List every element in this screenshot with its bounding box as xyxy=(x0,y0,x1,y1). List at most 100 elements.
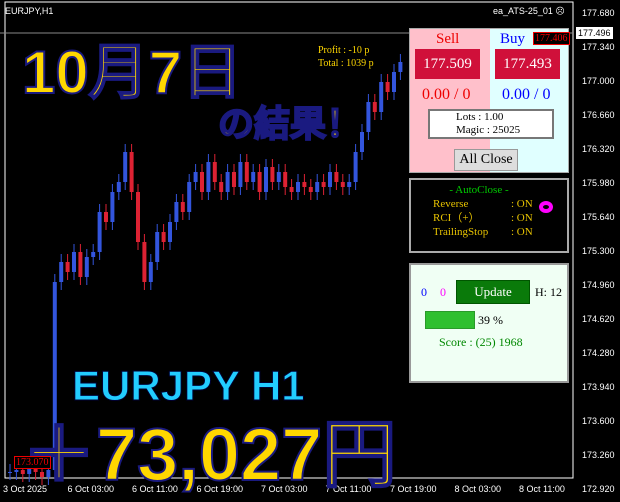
candle xyxy=(264,167,268,192)
buy-count: 0.00 / 0 xyxy=(502,86,551,103)
candle xyxy=(20,470,25,474)
candle xyxy=(97,212,102,252)
candle xyxy=(136,192,140,242)
buy-label: Buy xyxy=(500,31,526,47)
score-text: Score : (25) 1968 xyxy=(439,335,523,349)
all-close-button[interactable]: All Close xyxy=(454,149,518,171)
candle xyxy=(328,172,332,187)
candle xyxy=(78,252,83,277)
candle xyxy=(379,82,384,112)
progress-label: 39 % xyxy=(478,313,503,327)
candle xyxy=(123,152,128,182)
candle xyxy=(40,472,44,477)
price-tick: 177.340 xyxy=(582,42,615,52)
candle xyxy=(161,232,166,242)
trade-panel: Sell Buy 177.509 177.493 0.00 / 0 0.00 /… xyxy=(409,28,569,173)
price-tick: 173.260 xyxy=(582,450,615,460)
candle xyxy=(27,467,32,474)
overlay-profit: ＋73,027円 xyxy=(21,412,397,497)
candle xyxy=(257,172,262,192)
candle xyxy=(84,257,89,277)
candle xyxy=(244,162,249,182)
autoclose-title: - AutoClose - xyxy=(449,184,509,196)
candle xyxy=(72,252,76,272)
price-tick: 174.620 xyxy=(582,314,615,324)
candle xyxy=(14,470,19,472)
sell-count: 0.00 / 0 xyxy=(422,86,471,103)
candle xyxy=(219,182,224,192)
price-tick: 176.660 xyxy=(582,110,615,120)
candle xyxy=(398,62,403,72)
update-button[interactable]: Update xyxy=(456,280,530,304)
price-tick: 175.300 xyxy=(582,246,615,256)
price-tick: 176.320 xyxy=(582,144,615,154)
autoclose-panel: - AutoClose - Reverse: ON RCI（+）: ON Trail… xyxy=(409,178,569,253)
sell-label: Sell xyxy=(436,31,460,47)
autoclose-row: Reverse: ON xyxy=(433,198,533,210)
candle xyxy=(308,187,313,192)
candle xyxy=(334,172,339,182)
time-tick: 3 Oct 2025 xyxy=(3,484,48,494)
buy-button[interactable]: 177.493 xyxy=(495,49,560,79)
ea-name: ea_ATS-25_01 ☹ xyxy=(493,6,565,16)
score-panel: 0 0 Update H: 12 39 % Score : (25) 1968 xyxy=(409,263,569,383)
candle xyxy=(148,262,153,282)
candle xyxy=(174,202,179,222)
time-tick: 7 Oct 11:00 xyxy=(325,484,372,494)
price-tick: 174.960 xyxy=(582,280,615,290)
time-tick: 8 Oct 03:00 xyxy=(454,484,502,494)
price-tick: 172.920 xyxy=(582,484,615,494)
candle xyxy=(270,167,275,182)
candle xyxy=(8,472,12,473)
candle xyxy=(232,172,236,187)
price-tick: 173.600 xyxy=(582,416,615,426)
candle xyxy=(321,182,326,187)
price-tick: 177.000 xyxy=(582,76,615,86)
candle xyxy=(193,172,198,182)
current-price-label: 177.496 xyxy=(576,27,613,39)
status-indicator-icon xyxy=(539,201,553,213)
candle xyxy=(289,187,294,192)
time-tick: 7 Oct 19:00 xyxy=(390,484,437,494)
price-tick: 175.640 xyxy=(582,212,615,222)
candle xyxy=(129,152,134,192)
price-tick: 173.940 xyxy=(582,382,615,392)
candle xyxy=(302,182,307,187)
progress-bar xyxy=(425,311,475,329)
candle xyxy=(180,202,185,212)
time-tick: 6 Oct 03:00 xyxy=(67,484,115,494)
price-tick: 177.680 xyxy=(582,8,615,18)
candle xyxy=(116,182,121,192)
profit-text: Profit : -10 p Total : 1039 p xyxy=(318,45,374,69)
candle xyxy=(360,132,364,152)
h-value: H: 12 xyxy=(535,285,562,299)
candle xyxy=(353,152,358,182)
candle xyxy=(392,72,396,92)
high-price-label: 177.406 xyxy=(533,32,570,45)
sad-face-icon: ☹ xyxy=(555,6,565,16)
candle xyxy=(225,172,230,192)
candle xyxy=(372,102,377,112)
sell-button[interactable]: 177.509 xyxy=(415,49,480,79)
candle xyxy=(59,262,64,282)
candle xyxy=(33,467,38,472)
candle xyxy=(91,252,96,257)
candle xyxy=(315,182,320,192)
overlay-result: の結果！ xyxy=(217,102,363,145)
lots-magic-box: Lots : 1.00 Magic : 25025 xyxy=(428,109,554,139)
candle xyxy=(200,172,204,192)
candle xyxy=(104,212,108,222)
candle xyxy=(110,192,115,222)
candle xyxy=(46,470,51,477)
candle xyxy=(168,222,172,242)
candle xyxy=(276,172,281,182)
low-price-label: 173.070 xyxy=(14,456,51,469)
overlay-date: 10月7日 xyxy=(21,38,243,107)
magenta-count: 0 xyxy=(440,285,446,299)
time-tick: 6 Oct 19:00 xyxy=(196,484,244,494)
autoclose-row: TrailingStop: ON xyxy=(433,226,533,238)
time-tick: 8 Oct 11:00 xyxy=(519,484,565,494)
price-tick: 174.280 xyxy=(582,348,615,358)
candle xyxy=(142,242,147,282)
